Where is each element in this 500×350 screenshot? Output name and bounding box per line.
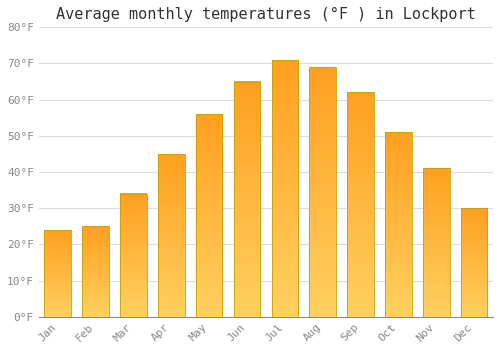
Bar	[423, 168, 450, 317]
Bar	[234, 82, 260, 317]
Title: Average monthly temperatures (°F ) in Lockport: Average monthly temperatures (°F ) in Lo…	[56, 7, 476, 22]
Bar	[120, 194, 146, 317]
Bar	[196, 114, 222, 317]
Bar	[272, 60, 298, 317]
Bar	[461, 208, 487, 317]
Bar	[158, 154, 184, 317]
Bar	[44, 230, 71, 317]
Bar	[348, 92, 374, 317]
Bar	[310, 67, 336, 317]
Bar	[385, 132, 411, 317]
Bar	[82, 226, 109, 317]
